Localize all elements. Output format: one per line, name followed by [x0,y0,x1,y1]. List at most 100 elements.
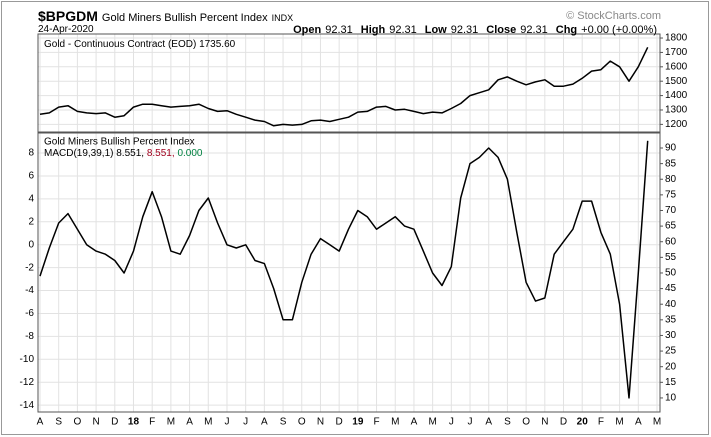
y2-tick-label: 1300 [665,105,688,116]
x-tick-label: S [504,417,511,428]
macd-value: 8.551, [116,148,144,159]
quote-value: 92.31 [450,24,479,36]
exchange: INDX [271,13,294,23]
x-tick-label: J [449,417,454,428]
macd-legend: MACD(19,39,1) 8.551, 8.551, 0.000 [44,148,203,159]
quote-value: +0.00 (+0.00%) [581,24,657,36]
y2-tick-label: 1800 [665,33,688,44]
quote-value: 92.31 [325,24,353,36]
x-tick-label: D [336,417,343,428]
x-tick-label: M [391,417,399,428]
x-tick-label: 18 [128,417,140,428]
x-tick-label: D [111,417,118,428]
y2-tick-label: 45 [665,283,677,294]
title-row: $BPGDM Gold Miners Bullish Percent Index… [38,8,293,24]
y2-tick-label: 1700 [665,47,688,58]
y2-tick-label: 15 [665,377,677,388]
y2-tick-label: 1600 [665,61,688,72]
y2-tick-label: 75 [665,190,677,201]
x-tick-label: N [92,417,99,428]
macd-label: MACD(19,39,1) [44,148,113,159]
quote-label: Close [486,24,517,36]
x-tick-label: S [55,417,62,428]
y-tick-label: -12 [20,377,35,388]
y2-tick-label: 35 [665,314,677,325]
x-tick-label: F [598,417,604,428]
x-tick-label: J [468,417,473,428]
panel-title: Gold Miners Bullish Percent Index [44,137,195,148]
y2-tick-label: 1500 [665,76,688,87]
x-tick-label: A [485,417,492,428]
x-tick-label: J [243,417,248,428]
data-line [39,46,649,127]
y2-tick-label: 25 [665,346,677,357]
quote-label: Chg [555,24,578,36]
y-tick-label: -2 [25,262,34,273]
y-tick-label: 6 [28,171,34,182]
y2-tick-label: 70 [665,205,677,216]
y2-tick-label: 55 [665,252,677,263]
y2-tick-label: 50 [665,268,677,279]
y2-tick-label: 1400 [665,90,688,101]
x-tick-label: F [149,417,155,428]
y2-tick-label: 85 [665,158,677,169]
y2-tick-label: 1200 [665,119,688,130]
y-tick-label: 2 [28,216,34,227]
y2-tick-label: 30 [665,330,677,341]
x-tick-label: 19 [352,417,364,428]
x-tick-label: A [186,417,193,428]
x-tick-label: A [635,417,642,428]
symbol: $BPGDM [38,8,98,24]
macd-value: 0.000 [177,148,202,159]
x-tick-label: A [37,417,44,428]
x-tick-label: O [74,417,82,428]
x-tick-label: A [261,417,268,428]
y-tick-label: -10 [20,354,35,365]
y2-tick-label: 60 [665,236,677,247]
data-line [39,140,649,399]
x-tick-label: A [411,417,418,428]
x-tick-label: O [522,417,530,428]
x-tick-label: M [615,417,623,428]
y-tick-label: -8 [25,331,34,342]
price-legend: Gold - Continuous Contract (EOD) 1735.60 [44,39,236,50]
y2-tick-label: 20 [665,361,677,372]
x-tick-label: N [317,417,324,428]
y-tick-label: 4 [28,194,34,205]
y-tick-label: 8 [28,148,34,159]
date-row: 24-Apr-2020 [38,24,94,35]
index-name: Gold Miners Bullish Percent Index [101,12,268,24]
copyright: © StockCharts.com [566,10,661,22]
date: 24-Apr-2020 [38,24,94,35]
quote-value: 92.31 [520,24,548,36]
y-tick-label: 0 [28,239,34,250]
quote-row: Open 92.31 High 92.31 Low 92.31 Close 92.31 Chg +… [293,24,661,36]
x-tick-label: D [560,417,567,428]
x-tick-label: S [280,417,287,428]
x-tick-label: J [224,417,229,428]
macd-value: 8.551, [147,148,175,159]
quote-label: High [360,24,386,36]
y-tick-label: -6 [25,308,34,319]
y2-tick-label: 80 [665,174,677,185]
legend-value: 1735.60 [199,39,236,50]
x-tick-label: M [204,417,212,428]
indicator-panel [37,132,661,413]
x-tick-label: M [653,417,661,428]
y2-tick-label: 40 [665,299,677,310]
x-tick-label: 20 [577,417,589,428]
x-tick-label: M [428,417,436,428]
price-panel [37,33,661,133]
y-tick-label: -4 [25,285,34,296]
quote-label: Open [293,24,322,36]
y2-tick-label: 90 [665,143,677,154]
x-tick-label: N [541,417,548,428]
y2-tick-label: 10 [665,393,677,404]
y-tick-label: -14 [20,400,35,411]
copyright-row: © StockCharts.com [566,10,661,22]
x-tick-label: O [298,417,306,428]
quote-label: Low [424,24,447,36]
x-tick-label: M [167,417,175,428]
